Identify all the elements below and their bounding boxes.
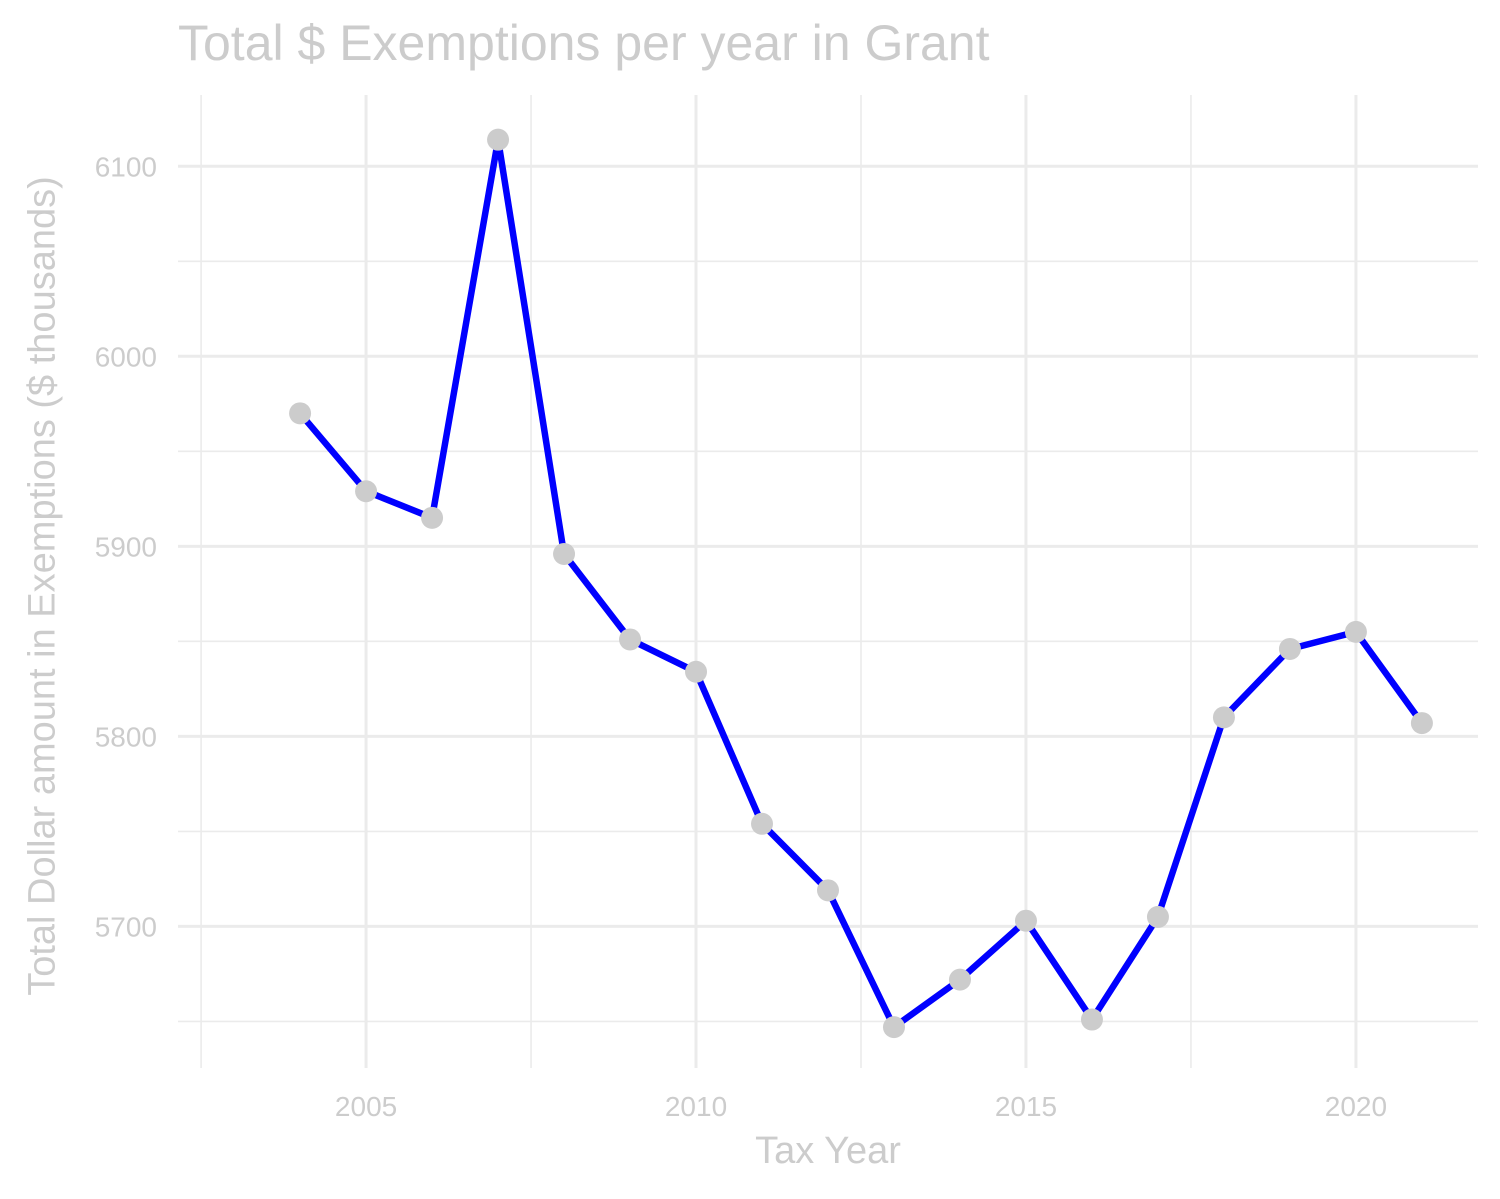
data-point [421, 506, 444, 529]
x-tick-label: 2015 [995, 1091, 1057, 1122]
y-tick-label: 5800 [95, 721, 157, 752]
data-point [1410, 712, 1433, 735]
data-point [1146, 905, 1169, 928]
data-point [1080, 1008, 1103, 1031]
data-point [817, 879, 839, 902]
chart-title: Total $ Exemptions per year in Grant [178, 15, 990, 71]
data-point [487, 128, 510, 151]
x-tick-labels: 2005 2010 2015 2020 [335, 1091, 1387, 1122]
y-tick-label: 6100 [95, 151, 157, 182]
x-tick-label: 2020 [1325, 1091, 1387, 1122]
y-tick-label: 6000 [95, 341, 157, 372]
y-tick-label: 5900 [95, 531, 157, 562]
data-point [948, 968, 971, 991]
data-points [289, 128, 1433, 1039]
series-line-group [297, 136, 1425, 1031]
y-tick-labels: 5700 5800 5900 6000 6100 [95, 151, 157, 942]
series-line [297, 136, 1425, 1031]
y-tick-label: 5700 [95, 911, 157, 942]
minor-gridlines [178, 95, 1478, 1068]
data-point [355, 480, 378, 503]
x-tick-label: 2010 [665, 1091, 727, 1122]
x-axis-label: Tax Year [755, 1130, 901, 1172]
data-point [882, 1016, 905, 1039]
data-point [685, 660, 708, 683]
data-point [1344, 620, 1367, 643]
x-tick-label: 2005 [335, 1091, 397, 1122]
data-point [553, 542, 576, 565]
data-point [751, 812, 774, 835]
data-point [1278, 637, 1301, 660]
major-gridlines [178, 95, 1478, 1068]
data-point [619, 628, 642, 651]
data-point [289, 402, 312, 425]
data-point [1014, 909, 1037, 932]
data-point [1212, 706, 1235, 729]
